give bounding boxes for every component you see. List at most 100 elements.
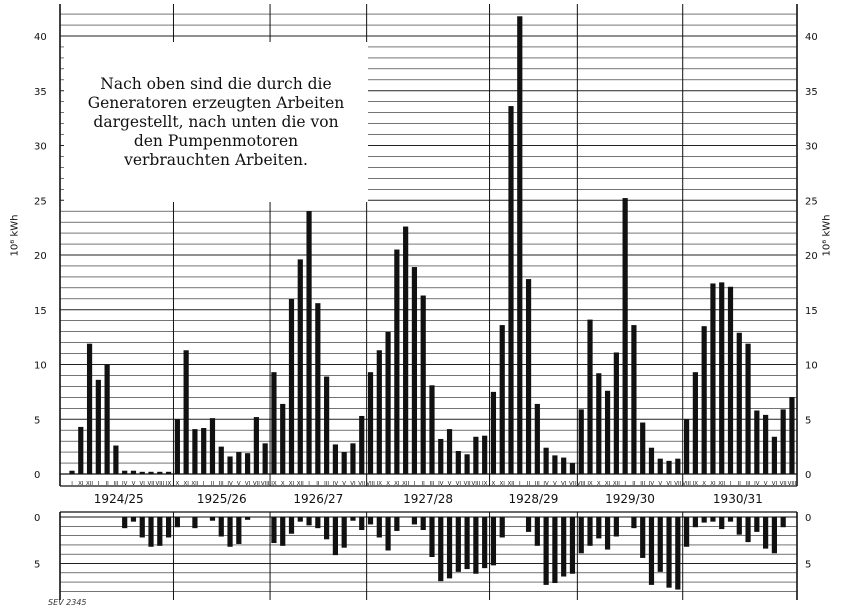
pump-bar <box>446 517 453 579</box>
generator-bar <box>218 446 224 474</box>
generator-bar <box>727 286 734 474</box>
month-tick-label: XII <box>191 481 198 487</box>
generator-bar <box>490 391 497 474</box>
generator-bar <box>508 106 514 474</box>
pump-bar <box>385 517 391 551</box>
lower-tick-label-left: 0 <box>34 513 40 524</box>
generator-bar <box>771 436 777 474</box>
month-tick-label: IV <box>754 481 760 487</box>
generator-bar <box>525 279 532 474</box>
season-label: 1929/30 <box>605 492 655 506</box>
generator-bar <box>86 343 93 474</box>
pump-bar <box>631 517 637 529</box>
lower-tick-label-right: 5 <box>805 560 811 571</box>
annotation-text: Nach oben sind die durch die Generatoren… <box>87 74 345 169</box>
month-tick-label: VIII <box>366 481 375 487</box>
y-tick-label-right: 25 <box>805 196 818 207</box>
month-tick-label: VIII <box>577 481 586 487</box>
generator-bar <box>288 298 295 474</box>
generator-bar <box>306 211 312 474</box>
y-tick-label-left: 30 <box>34 142 47 153</box>
season-label: 1924/25 <box>94 492 144 506</box>
pump-bar <box>420 517 426 531</box>
generator-bar <box>429 385 435 474</box>
generator-bar <box>297 259 303 474</box>
generator-bar <box>350 443 356 474</box>
pump-bar <box>376 517 382 538</box>
annotation-box: Nach oben sind die durch die Generatoren… <box>64 42 368 202</box>
generator-bar <box>280 403 286 474</box>
generator-bar <box>78 426 84 474</box>
generator-bar <box>209 418 216 474</box>
pump-bar <box>315 517 321 529</box>
generator-bar <box>341 452 347 474</box>
month-tick-label: III <box>535 481 540 487</box>
month-tick-label: XI <box>605 481 611 487</box>
pump-bar <box>543 517 549 585</box>
month-tick-label: V <box>342 481 346 487</box>
pump-bar <box>587 517 593 546</box>
pump-bar <box>780 517 786 528</box>
month-tick-label: IV <box>227 481 233 487</box>
y-tick-label-left: 10 <box>34 361 47 372</box>
pump-bar <box>148 517 154 547</box>
month-tick-label: II <box>632 481 636 487</box>
y-tick-label-right: 30 <box>805 142 818 153</box>
month-tick-label: XI <box>710 481 716 487</box>
generator-bar <box>604 390 611 474</box>
generator-bar <box>271 372 277 474</box>
y-tick-label-right: 0 <box>805 470 811 481</box>
pump-bar <box>288 517 295 534</box>
pump-bar <box>710 517 716 522</box>
month-tick-label: XI <box>78 481 84 487</box>
month-tick-label: XI <box>183 481 189 487</box>
generator-bar <box>666 460 672 474</box>
generator-bar <box>534 403 540 474</box>
pump-bar <box>727 517 734 522</box>
pump-bar <box>552 517 558 584</box>
month-tick-label: XII <box>402 481 409 487</box>
pump-bar <box>209 517 216 521</box>
generator-bar <box>236 452 242 474</box>
generator-bar <box>367 372 374 474</box>
pump-bar <box>271 517 277 544</box>
pump-bar <box>429 517 435 557</box>
pump-bar <box>473 517 479 574</box>
month-tick-label: I <box>730 481 732 487</box>
generator-bar <box>482 435 488 474</box>
season-label: 1925/26 <box>197 492 247 506</box>
month-tick-label: VI <box>666 481 672 487</box>
month-tick-label: IV <box>333 481 339 487</box>
pump-bar <box>561 517 567 577</box>
generator-bar <box>148 471 154 474</box>
pump-bar <box>482 517 488 569</box>
generator-bar <box>640 422 646 474</box>
month-tick-label: V <box>658 481 662 487</box>
pump-bar <box>490 517 497 566</box>
generator-bar <box>561 457 567 474</box>
pump-bar <box>411 517 418 525</box>
month-tick-label: I <box>624 481 626 487</box>
pump-bar <box>578 517 584 554</box>
pump-bar <box>280 517 286 546</box>
pump-bar <box>675 517 681 590</box>
generator-bar <box>394 249 400 474</box>
month-tick-label: XI <box>289 481 295 487</box>
pump-bar <box>569 517 576 574</box>
month-tick-label: III <box>324 481 329 487</box>
pump-bar <box>684 517 690 547</box>
generator-bar <box>736 332 742 474</box>
month-tick-label: II <box>422 481 426 487</box>
pump-bar <box>130 517 137 522</box>
pump-bar <box>306 517 312 526</box>
generator-bar <box>227 456 233 474</box>
month-tick-label: VII <box>464 481 471 487</box>
generator-bar <box>684 419 690 474</box>
pump-bar <box>701 517 707 523</box>
month-tick-label: VI <box>456 481 462 487</box>
y-tick-label-left: 20 <box>34 251 47 262</box>
generator-bar <box>324 376 330 474</box>
month-tick-label: IV <box>122 481 128 487</box>
pump-bar <box>763 517 769 549</box>
